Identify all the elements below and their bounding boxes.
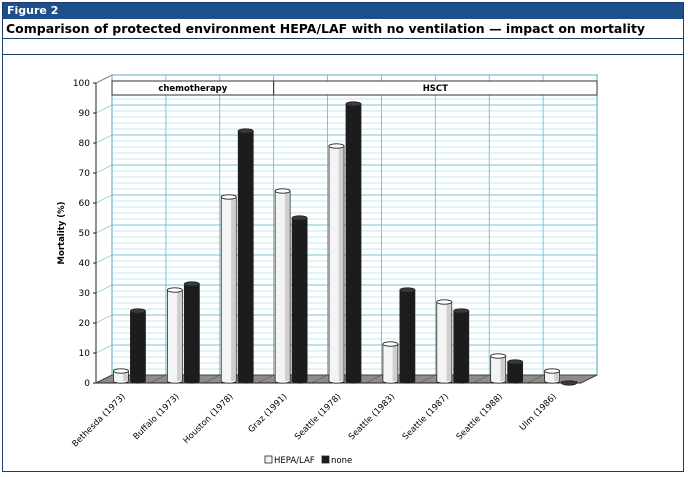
bar-none [453, 308, 470, 384]
bar-hepa-laf [328, 143, 345, 384]
bar-none [237, 128, 254, 384]
floor-divider [257, 374, 274, 384]
bar-none [130, 308, 146, 384]
figure-title: Comparison of protected environment HEPA… [3, 19, 683, 39]
bar-hepa-laf [436, 299, 453, 384]
bar-hepa-laf [166, 287, 183, 384]
y-tick-label: 20 [79, 319, 91, 329]
bar-hepa-laf [220, 194, 237, 384]
bar-hepa-laf [490, 353, 507, 384]
bar-hepa-laf [382, 341, 399, 384]
floor-divider [419, 374, 436, 384]
grid-line-side [95, 344, 113, 354]
y-tick-label: 80 [79, 139, 91, 149]
floor-divider [473, 374, 490, 384]
y-tick-label: 90 [79, 109, 91, 119]
legend-swatch [321, 455, 330, 464]
x-tick-label: Ulm (1986) [518, 392, 559, 433]
x-tick-label: Bethesda (1973) [70, 392, 127, 449]
y-tick-label: 50 [79, 229, 91, 239]
y-tick-label: 30 [79, 289, 91, 299]
x-tick-label: Buffalo (1973) [132, 392, 182, 442]
y-axis-label: Mortality (%) [57, 201, 67, 264]
bar-hepa-laf [113, 368, 129, 384]
x-tick-label: Houston (1978) [182, 392, 236, 446]
grid-line-side [95, 134, 113, 144]
x-tick-label: Seattle (1983) [347, 392, 397, 442]
floor-divider [203, 374, 220, 384]
legend-label: HEPA/LAF [274, 456, 315, 466]
y-tick-label: 40 [79, 259, 91, 269]
grid-line-side [95, 314, 113, 324]
legend-swatch [264, 455, 273, 464]
y-tick-label: 0 [84, 379, 90, 389]
y-tick-label: 70 [79, 169, 91, 179]
group-header-label: HSCT [423, 84, 448, 94]
y-tick-label: 10 [79, 349, 91, 359]
group-header-label: chemotherapy [158, 84, 227, 94]
x-tick-label: Seattle (1978) [293, 392, 343, 442]
x-tick-label: Graz (1991) [246, 392, 289, 435]
bar-none [561, 380, 577, 386]
bar-hepa-laf [274, 188, 291, 384]
y-tick-label: 100 [73, 79, 90, 89]
grid-line-side [95, 104, 113, 114]
figure-label: Figure 2 [3, 3, 683, 19]
group-header-box [273, 80, 598, 96]
grid-line-side [95, 74, 113, 84]
bar-none [345, 101, 362, 384]
grid-line-side [95, 254, 113, 264]
x-tick-label: Seattle (1987) [401, 392, 451, 442]
grid-line-side [95, 194, 113, 204]
grid-line-side [95, 284, 113, 294]
floor-divider [149, 374, 167, 384]
grid-line-side [95, 164, 113, 174]
grid-line-side [95, 224, 113, 234]
legend-label: none [331, 456, 352, 466]
bar-none [507, 359, 524, 384]
floor-divider [311, 374, 328, 384]
bar-none [183, 281, 200, 384]
bar-none [291, 215, 308, 384]
x-tick-label: Seattle (1988) [455, 392, 505, 442]
figure-subheader [3, 39, 683, 55]
bar-hepa-laf [544, 368, 560, 384]
bar-none [399, 287, 416, 384]
floor-divider [365, 374, 382, 384]
floor-divider [526, 374, 544, 384]
y-tick-label: 60 [79, 199, 91, 209]
